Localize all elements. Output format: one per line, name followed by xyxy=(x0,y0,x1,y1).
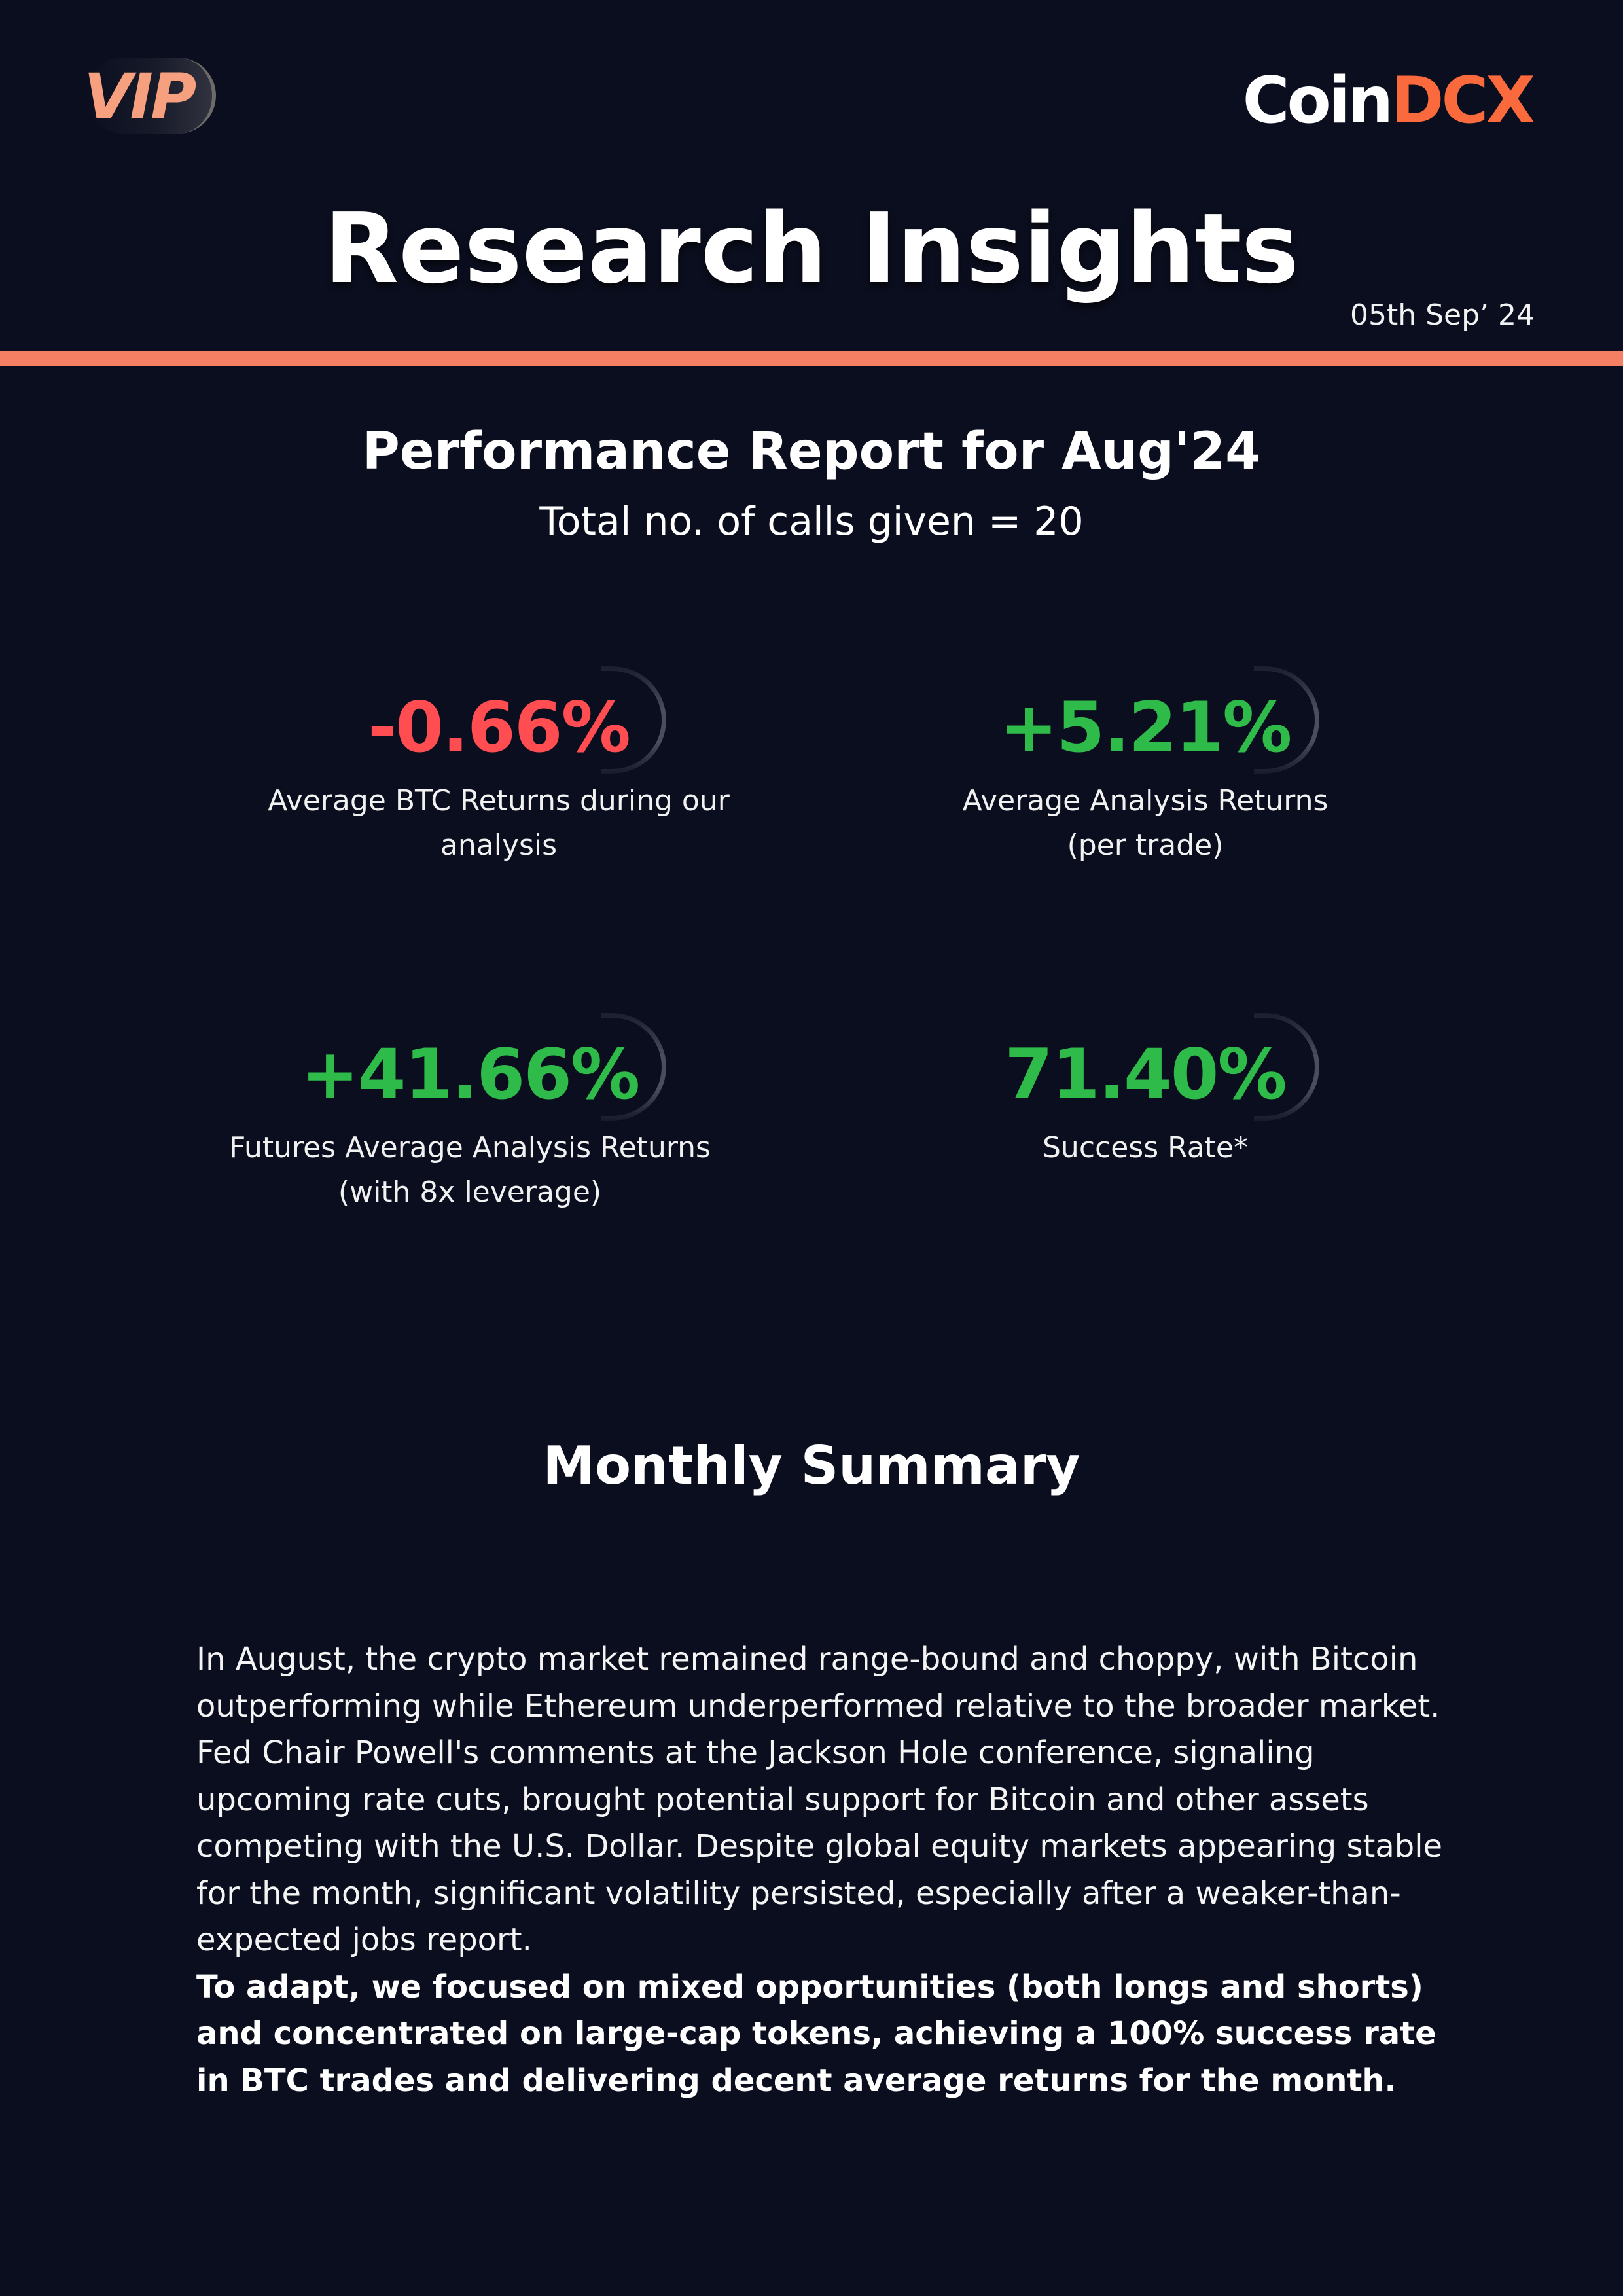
stat-label-line: Average Analysis Returns xyxy=(962,784,1329,817)
page-title: Research Insights xyxy=(324,192,1299,305)
summary-paragraph: In August, the crypto market remained ra… xyxy=(196,1641,1443,1958)
summary-title: Monthly Summary xyxy=(543,1435,1080,1496)
stat-label-line: Success Rate* xyxy=(1043,1131,1248,1164)
coindcx-logo: CoinDCX xyxy=(1242,63,1535,139)
stat-label-line: Futures Average Analysis Returns xyxy=(229,1131,711,1164)
stat-futures-returns: +41.66% Futures Average Analysis Returns… xyxy=(143,1029,797,1215)
vip-badge: VIP xyxy=(84,60,196,134)
stat-label: Average Analysis Returns (per trade) xyxy=(818,779,1472,868)
stat-value: +5.21% xyxy=(999,687,1293,768)
stat-value: 71.40% xyxy=(1005,1034,1287,1115)
vip-badge-frame xyxy=(85,58,216,134)
stat-label-line: (with 8x leverage) xyxy=(338,1175,602,1209)
logo-coin: Coin xyxy=(1242,63,1394,138)
summary-highlight: To adapt, we focused on mixed opportunit… xyxy=(196,1968,1436,2099)
stat-label: Average BTC Returns during our analysis xyxy=(171,779,826,868)
accent-divider xyxy=(0,351,1623,366)
stat-label-line: (per trade) xyxy=(1067,829,1224,862)
stat-success-rate: 71.40% Success Rate* xyxy=(818,1029,1472,1170)
stat-analysis-returns: +5.21% Average Analysis Returns (per tra… xyxy=(818,682,1472,868)
stat-label-line: analysis xyxy=(440,829,558,862)
stat-value: -0.66% xyxy=(368,687,631,768)
total-calls: Total no. of calls given = 20 xyxy=(539,499,1084,545)
stat-label-line: Average BTC Returns during our xyxy=(268,784,730,817)
summary-body: In August, the crypto market remained ra… xyxy=(196,1636,1466,2104)
report-title: Performance Report for Aug'24 xyxy=(362,422,1261,481)
stat-value: +41.66% xyxy=(300,1034,640,1115)
logo-dcx: DCX xyxy=(1391,63,1535,138)
stat-label: Futures Average Analysis Returns (with 8… xyxy=(143,1126,797,1215)
report-date: 05th Sep’ 24 xyxy=(1349,298,1535,332)
stat-btc-returns: -0.66% Average BTC Returns during our an… xyxy=(171,682,826,868)
stat-label: Success Rate* xyxy=(818,1126,1472,1170)
